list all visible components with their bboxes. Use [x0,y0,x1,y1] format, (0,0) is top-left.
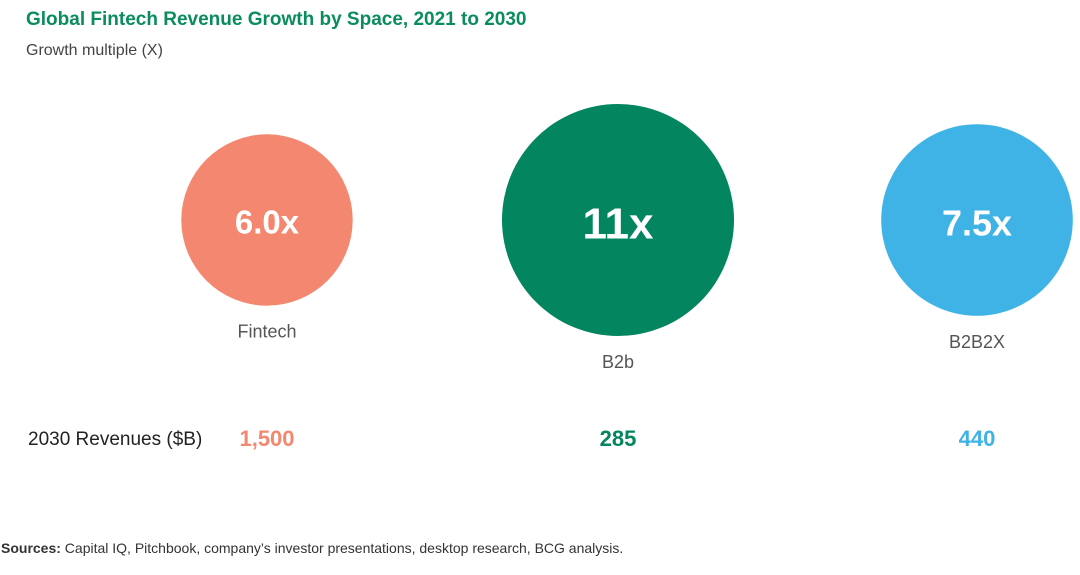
bubble-b2b2x [881,124,1073,316]
bubble-b2b [502,104,734,336]
bubble-fintech [181,134,353,306]
bubble-value-fintech: 6.0x [235,204,300,241]
sources-label: Sources: [1,540,61,556]
bubble-value-b2b: 11x [583,200,655,249]
bubble-value-b2b2x: 7.5x [942,202,1012,243]
bubble-label-b2b2x: B2B2X [949,332,1005,352]
sources-text: Capital IQ, Pitchbook, company’s investo… [60,540,624,556]
revenue-value-fintech: 1,500 [239,426,294,451]
bubble-chart: 2030 Revenues ($B) 6.0x Fintech 1,500 11x B2… [28,104,1073,451]
chart-title: Global Fintech Revenue Growth by Space, … [26,9,527,30]
bubble-label-b2b: B2b [602,352,634,372]
revenue-value-b2b: 285 [600,426,637,451]
chart-subtitle: Growth multiple (X) [26,42,163,59]
revenue-value-b2b2x: 440 [959,426,996,451]
sources-note: Sources: Capital IQ, Pitchbook, company’… [1,540,623,556]
bubble-label-fintech: Fintech [237,322,296,342]
revenue-row-label: 2030 Revenues ($B) [28,429,202,450]
